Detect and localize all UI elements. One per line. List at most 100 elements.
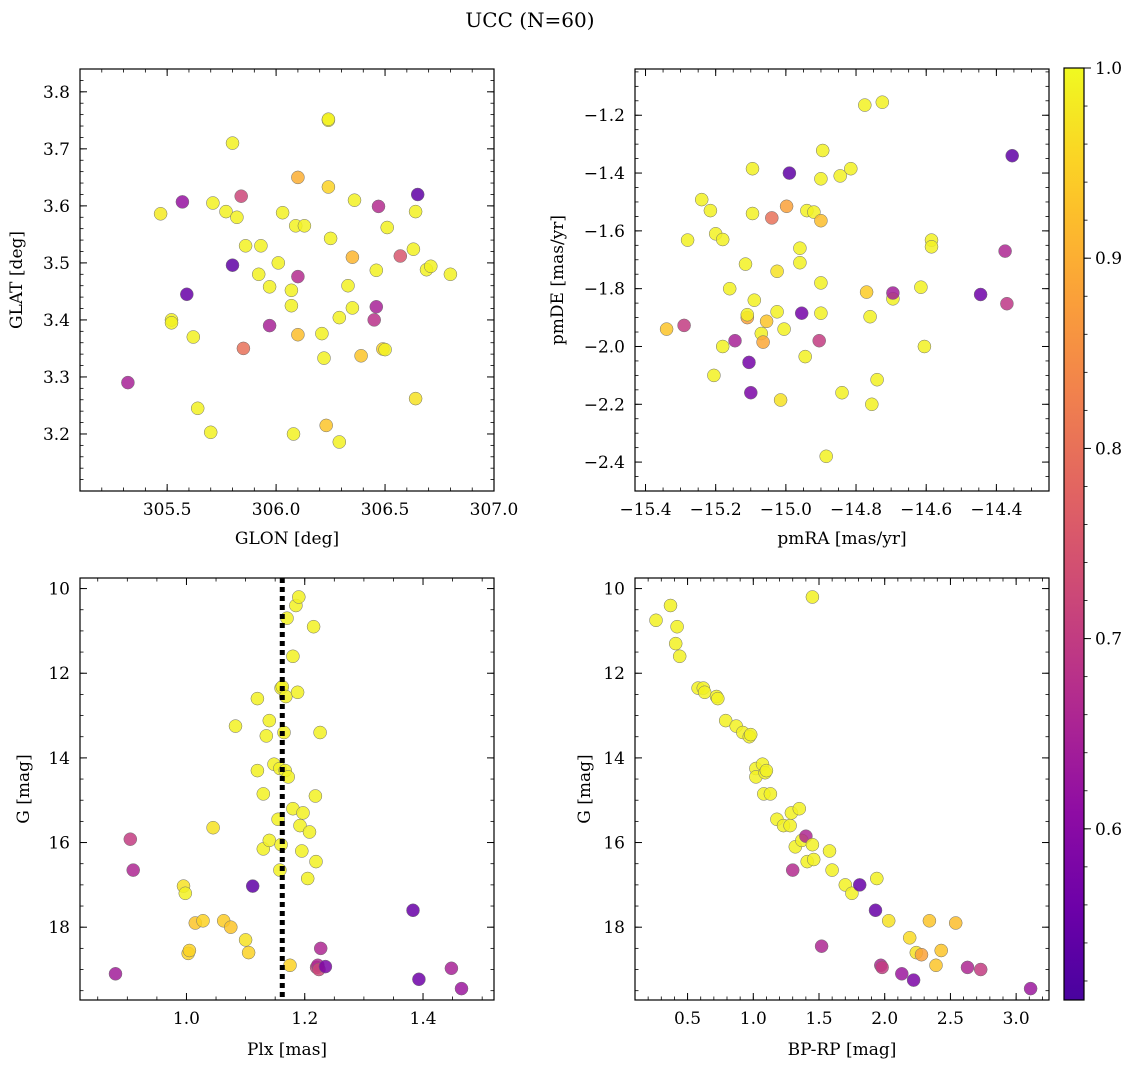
scatter-point: [196, 914, 210, 928]
scatter-point: [454, 981, 469, 996]
figure-title: UCC (N=60): [465, 8, 594, 32]
y-axis-label: G [mag]: [14, 754, 34, 823]
scatter-point: [785, 863, 800, 877]
scatter-point: [711, 691, 725, 706]
scatter-point: [835, 385, 849, 400]
scatter-point: [313, 941, 328, 956]
x-tick-label: 305.5: [143, 500, 192, 520]
x-tick-label: 1.4: [410, 1009, 437, 1029]
scatter-point: [378, 342, 392, 357]
scatter-point: [238, 239, 253, 253]
scatter-point: [740, 307, 755, 322]
scatter-point: [262, 280, 277, 294]
scatter-point: [291, 170, 305, 185]
scatter-point: [410, 187, 425, 202]
scatter-point: [973, 287, 988, 302]
x-axis-label: Plx [mas]: [247, 1040, 327, 1060]
panel-glon-glat: 305.5 306.0 306.5 307.0 3.2 3.3 3.4 3.5 3.6 3.7 3.…: [7, 68, 518, 549]
scatter-point: [875, 960, 889, 975]
scatter-point: [779, 199, 794, 214]
scatter-point: [759, 314, 774, 329]
x-tick-label: 306.5: [361, 500, 410, 520]
scatter-point: [369, 300, 384, 314]
scatter-point: [224, 920, 238, 934]
scatter-point: [743, 727, 758, 742]
scatter-point: [814, 939, 829, 953]
scatter-point: [814, 276, 828, 290]
scatter-points: [649, 590, 1038, 996]
scatter-point: [814, 213, 828, 228]
scatter-point: [865, 397, 879, 412]
scatter-point: [308, 789, 323, 803]
y-axis-label: GLAT [deg]: [7, 231, 27, 329]
scatter-point: [998, 244, 1012, 258]
scatter-point: [241, 945, 256, 960]
scatter-point: [309, 854, 323, 869]
scatter-point: [914, 947, 929, 962]
x-tick-label: −14.8: [830, 500, 882, 520]
scatter-point: [164, 316, 179, 330]
scatter-point: [742, 355, 756, 370]
scatter-point: [317, 351, 331, 365]
scatter-point: [782, 166, 797, 180]
scatter-point: [230, 210, 244, 225]
scatter-point: [659, 322, 674, 336]
scatter-point: [180, 287, 194, 302]
scatter-point: [906, 973, 921, 987]
scatter-points: [121, 112, 458, 449]
scatter-point: [424, 259, 438, 274]
x-tick-label: −14.4: [970, 500, 1022, 520]
x-tick-label: 306.0: [252, 500, 301, 520]
scatter-point: [895, 967, 909, 981]
scatter-point: [393, 249, 408, 263]
x-tick-label: 1.5: [805, 1009, 832, 1029]
scatter-point: [844, 161, 858, 176]
scatter-point: [178, 886, 193, 901]
scatter-point: [443, 267, 458, 282]
scatter-point: [345, 301, 360, 315]
scatter-point: [367, 313, 381, 327]
x-tick-label: 2.0: [871, 1009, 898, 1029]
scatter-point: [262, 713, 277, 728]
scatter-point: [756, 335, 770, 349]
scatter-point: [1000, 296, 1014, 311]
x-tick-label: −14.6: [900, 500, 952, 520]
scatter-point: [254, 239, 268, 253]
y-tick-label: −1.8: [584, 280, 625, 300]
scatter-point: [271, 256, 286, 270]
scatter-point: [225, 258, 240, 272]
scatter-point: [121, 375, 135, 390]
scatter-point: [332, 435, 347, 449]
y-tick-label: 18: [48, 918, 70, 938]
scatter-point: [297, 219, 312, 233]
panel-plx-g: 1.0 1.2 1.4 10 12 14 16 18 Plx [mas] G [mag]: [14, 577, 495, 1060]
scatter-point: [948, 916, 963, 930]
scatter-point: [283, 958, 297, 973]
scatter-point: [291, 327, 305, 342]
scatter-point: [798, 349, 812, 364]
scatter-point: [822, 844, 837, 858]
y-tick-label: −1.2: [584, 106, 625, 126]
scatter-point: [295, 844, 309, 858]
scatter-point: [284, 298, 299, 313]
scatter-point: [332, 310, 347, 325]
scatter-point: [225, 136, 240, 150]
scatter-point: [745, 206, 760, 221]
x-tick-label: −15.0: [760, 500, 812, 520]
scatter-point: [922, 914, 937, 928]
x-axis-label: GLON [deg]: [235, 529, 339, 549]
scatter-point: [300, 871, 315, 886]
scatter-point: [408, 204, 423, 219]
scatter-point: [123, 832, 138, 846]
scatter-point: [345, 250, 360, 264]
scatter-point: [1005, 148, 1019, 163]
scatter-point: [318, 959, 333, 974]
scatter-point: [738, 257, 753, 271]
colorbar-tick-label: 1.0: [1095, 59, 1122, 79]
scatter-point: [250, 763, 265, 778]
scatter-point: [805, 837, 820, 852]
y-tick-label: 16: [603, 834, 625, 854]
scatter-point: [745, 161, 760, 176]
scatter-point: [323, 231, 338, 246]
scatter-point: [783, 818, 797, 833]
